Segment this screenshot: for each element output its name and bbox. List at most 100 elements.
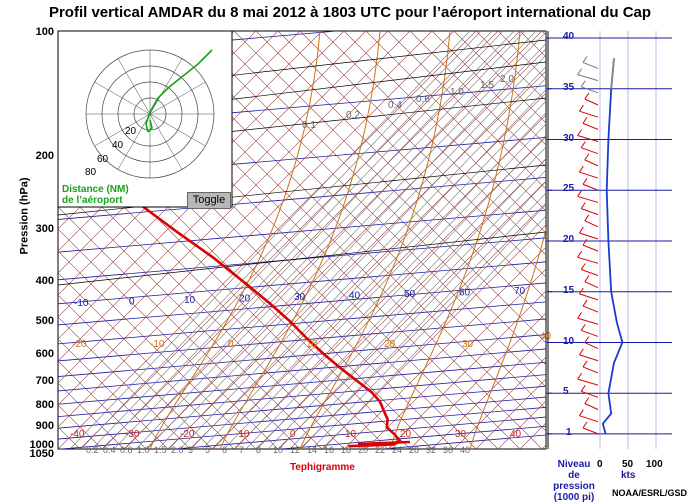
isotherm-mid-label: 40: [540, 331, 552, 342]
mixing-ratio-label: 0.2: [346, 110, 360, 121]
isotherm-line: [58, 360, 147, 449]
wind-barb: [579, 110, 599, 118]
isotherm-line: [58, 338, 169, 449]
saturated-adiabat-line: [149, 31, 321, 449]
isotherm-line: [409, 31, 546, 168]
wind-barb-flag: [584, 92, 590, 100]
dry-adiabat-line: [101, 31, 521, 449]
altitude-tick-label: 35: [563, 81, 575, 93]
wind-barb-flag: [577, 129, 583, 136]
pressure-tick: 100: [35, 26, 54, 38]
range-ring-label: 60: [97, 154, 109, 165]
mixing-ratio-bottom-label: 22: [375, 445, 385, 455]
mixing-ratio-bottom-label: 28: [409, 445, 419, 455]
wind-barb-flag: [578, 348, 584, 356]
isotherm-line: [343, 31, 546, 234]
wind-barb: [577, 135, 599, 143]
isotherm-line: [586, 31, 700, 449]
mixing-ratio-label: 0.1: [302, 120, 316, 131]
isotherm-label: 30: [294, 292, 306, 303]
isotherm-mid-label: 10: [306, 339, 318, 350]
mixing-ratio-line: [234, 123, 546, 449]
mixing-ratio-line: [157, 43, 546, 449]
isotherm-label: 20: [239, 294, 251, 305]
wind-barb-flag: [584, 397, 590, 404]
isobar-line: [58, 361, 546, 405]
wind-barb: [579, 293, 599, 301]
wind-barb-flag: [582, 360, 588, 368]
flight-track: [145, 49, 213, 133]
isobar-line: [169, 416, 546, 449]
mixing-ratio-bottom-label: 0.6: [120, 445, 133, 455]
dry-adiabat-line: [58, 31, 477, 449]
pressure-tick: 900: [35, 420, 54, 433]
isotherm-line: [608, 31, 700, 449]
range-spoke: [94, 81, 151, 115]
range-ring-label: 20: [125, 126, 137, 137]
mixing-ratio-bottom-label: 32: [426, 445, 436, 455]
isotherm-label: -40: [70, 429, 85, 440]
isotherm-label: 70: [514, 286, 526, 297]
wind-barb-flag: [580, 263, 586, 270]
mixing-ratio-line: [223, 112, 546, 449]
wind-barb-flag: [580, 141, 586, 148]
wind-barb-flag: [577, 68, 583, 75]
wind-barb: [577, 317, 599, 325]
isotherm-line: [58, 250, 257, 449]
wind-speed-tick: 0: [597, 459, 603, 470]
wind-barb: [581, 208, 599, 216]
isobar-line: [58, 301, 546, 345]
isobar-line: [58, 374, 546, 418]
mixing-ratio-bottom-label: 14: [307, 445, 317, 455]
dry-adiabat-line: [277, 180, 546, 449]
dry-adiabat-line: [586, 31, 700, 449]
mixing-ratio-label: 0.4: [388, 100, 402, 111]
pressure-tick: 1050: [29, 448, 54, 460]
range-spoke: [149, 113, 183, 170]
dry-adiabat-line: [123, 31, 543, 449]
wind-barb: [577, 256, 599, 264]
isotherm-line: [475, 31, 546, 102]
wind-barb: [582, 244, 599, 252]
isotherm-label: -10: [74, 298, 89, 309]
isotherm-line: [58, 272, 235, 449]
wind-barb: [581, 390, 599, 398]
altitude-tick-label: 10: [563, 335, 575, 347]
isotherm-mid-label: 30: [462, 339, 474, 350]
mixing-ratio-line: [201, 89, 546, 449]
isotherm-label: -30: [125, 429, 140, 440]
diagram-label: Tephigramme: [290, 462, 355, 473]
mixing-ratio-bottom-label: 6: [222, 445, 227, 455]
wind-barb-flag: [578, 104, 584, 112]
range-spoke: [117, 113, 151, 170]
isotherm-label: -10: [235, 429, 250, 440]
altitude-tick-label: 20: [563, 234, 575, 245]
wind-axis-label: Niveau de pression (1000 pi): [553, 459, 595, 503]
mixing-ratio-line: [322, 215, 546, 449]
mixing-ratio-bottom-label: 20: [358, 445, 368, 455]
wind-barb: [584, 342, 599, 350]
dry-adiabat-line: [630, 31, 700, 449]
mixing-ratio-bottom-label: 10: [273, 445, 283, 455]
mixing-ratio-line: [168, 54, 546, 449]
isobar-line: [58, 261, 546, 305]
dry-adiabat-line: [79, 31, 499, 449]
wind-barb-flag: [582, 117, 588, 124]
dry-adiabat-line: [475, 378, 546, 449]
dry-adiabat-line: [58, 31, 455, 428]
pressure-tick: 800: [35, 399, 54, 412]
mixing-ratio-line: [80, 31, 482, 449]
mixing-ratio-label: 1.0: [450, 87, 464, 98]
pressure-tick: 600: [35, 347, 54, 360]
wind-barb-flag: [578, 165, 584, 173]
altitude-tick-label: 15: [563, 284, 575, 296]
wind-barb: [584, 98, 599, 106]
isotherm-label: -20: [180, 429, 195, 440]
dry-adiabat-line: [58, 31, 389, 362]
toggle-button[interactable]: Toggle: [187, 192, 231, 209]
mixing-ratio-bottom-label: 1.0: [137, 445, 150, 455]
pressure-tick: 300: [35, 223, 54, 236]
isotherm-mid-label: 0: [228, 339, 234, 350]
wind-barb: [582, 183, 599, 191]
surface-temperature: [357, 440, 411, 446]
